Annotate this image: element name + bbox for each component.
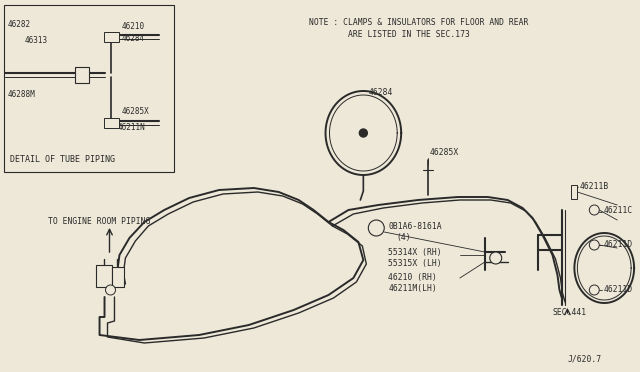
- Text: 46211D: 46211D: [604, 240, 632, 249]
- Text: 46285X: 46285X: [430, 148, 460, 157]
- Bar: [113, 267, 124, 287]
- Text: 46211M(LH): 46211M(LH): [388, 284, 437, 293]
- Text: ARE LISTED IN THE SEC.173: ARE LISTED IN THE SEC.173: [308, 30, 470, 39]
- Text: 46210: 46210: [122, 22, 145, 31]
- Text: 46210 (RH): 46210 (RH): [388, 273, 437, 282]
- Circle shape: [490, 252, 502, 264]
- Text: 46282: 46282: [8, 20, 31, 29]
- Bar: [104, 32, 120, 42]
- Text: NOTE : CLAMPS & INSULATORS FOR FLOOR AND REAR: NOTE : CLAMPS & INSULATORS FOR FLOOR AND…: [308, 18, 528, 27]
- Text: SEC.441: SEC.441: [552, 308, 587, 317]
- Bar: [572, 185, 577, 199]
- Text: J/620.7: J/620.7: [568, 355, 602, 364]
- Bar: [4, 5, 174, 172]
- Circle shape: [360, 129, 367, 137]
- Text: 46288M: 46288M: [8, 90, 36, 99]
- Text: DETAIL OF TUBE PIPING: DETAIL OF TUBE PIPING: [10, 155, 115, 164]
- Bar: [75, 67, 88, 83]
- Circle shape: [589, 205, 599, 215]
- Text: TO ENGINE ROOM PIPING: TO ENGINE ROOM PIPING: [48, 217, 150, 226]
- Text: 46211B: 46211B: [579, 182, 609, 191]
- Circle shape: [589, 240, 599, 250]
- Text: B: B: [371, 223, 376, 229]
- Text: 0B1A6-8161A: 0B1A6-8161A: [388, 222, 442, 231]
- Text: 46284: 46284: [369, 88, 393, 97]
- Circle shape: [106, 285, 115, 295]
- Text: 46313: 46313: [25, 36, 48, 45]
- Text: 46211D: 46211D: [604, 285, 632, 294]
- Text: 46211N: 46211N: [118, 123, 145, 132]
- Text: 46285X: 46285X: [122, 107, 149, 116]
- Bar: [104, 118, 120, 128]
- Text: 55314X (RH): 55314X (RH): [388, 248, 442, 257]
- Circle shape: [369, 220, 384, 236]
- Text: 55315X (LH): 55315X (LH): [388, 259, 442, 268]
- Bar: [95, 265, 113, 287]
- Text: 46284: 46284: [122, 34, 145, 43]
- Text: 46211C: 46211C: [604, 206, 632, 215]
- Circle shape: [589, 285, 599, 295]
- Text: (4): (4): [396, 233, 411, 242]
